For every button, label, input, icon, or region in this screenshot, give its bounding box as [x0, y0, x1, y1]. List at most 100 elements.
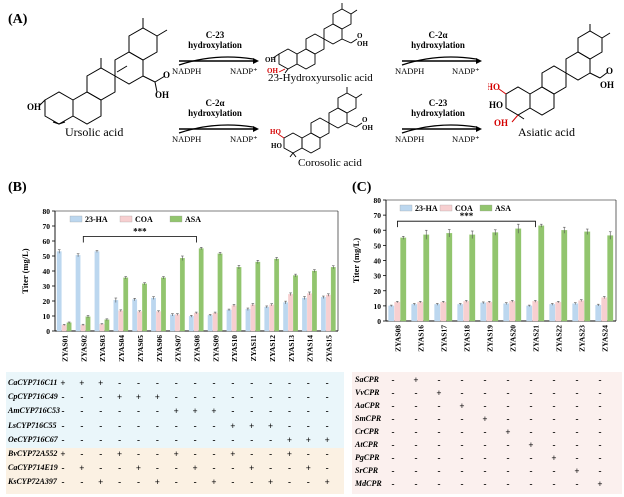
table-cell: - [193, 449, 197, 459]
bar-asa [198, 248, 204, 332]
table-cell: - [193, 420, 197, 431]
y-tick-label: 50 [374, 241, 382, 250]
table-cell: - [250, 378, 254, 388]
table-cell: - [287, 420, 291, 431]
bar-23-ha [480, 302, 487, 322]
x-tick-label: ZYAS05 [136, 335, 145, 362]
table-cell: + [305, 463, 311, 474]
table-cell: + [60, 449, 66, 459]
table-cell: - [250, 406, 254, 417]
table-cell: - [437, 401, 441, 411]
bar-coa [325, 294, 331, 332]
y-tick-label: 70 [374, 211, 382, 220]
table-cell: - [155, 378, 159, 388]
row-label: SmCPR [355, 414, 382, 423]
table-cell: - [506, 388, 510, 398]
o-label: O [362, 116, 368, 124]
table-cell: - [460, 414, 464, 424]
bar-asa [515, 228, 522, 322]
legend-swatch [399, 204, 413, 212]
table-cell: - [506, 375, 510, 385]
cofactor-nadph: NADPH [395, 66, 425, 76]
y-tick-label: 20 [374, 287, 382, 296]
bar-asa [161, 277, 166, 332]
bar-asa [584, 231, 591, 322]
x-tick-label: ZYAS02 [79, 335, 88, 362]
x-tick-label: ZYAS12 [268, 335, 277, 362]
table-b-background [6, 372, 344, 494]
reaction-bottom-right: C-23 hydroxylation [398, 98, 478, 118]
table-cell: - [529, 375, 533, 385]
table-cell: - [437, 466, 441, 476]
reaction-bottom-left: C-2α hydroxylation [175, 98, 255, 118]
bar-asa [66, 322, 72, 332]
table-cell: - [212, 463, 216, 474]
table-cell: - [552, 466, 556, 476]
table-cell: - [460, 375, 464, 385]
legend-swatch [69, 215, 83, 223]
oh-label: OH [155, 90, 169, 100]
bar-23-ha [245, 309, 251, 332]
y-tick-label: 30 [374, 272, 382, 281]
row-label: LsCYP716C55 [8, 420, 57, 430]
table-cell: - [460, 453, 464, 463]
table-cell: - [80, 434, 84, 445]
table-cell: - [118, 477, 122, 488]
table-cell: - [483, 388, 487, 398]
table-cell: - [506, 401, 510, 411]
table-row: AtCPR - - - - - - + - - - [355, 440, 620, 450]
legend-swatch [169, 215, 183, 223]
table-cell: - [61, 477, 65, 488]
table-cell: - [155, 449, 159, 459]
bar-asa [607, 235, 614, 322]
reaction-arrow-3 [401, 56, 482, 66]
o-label: O [357, 32, 363, 40]
table-cell: - [598, 414, 602, 424]
table-cell: - [80, 420, 84, 431]
table-cell: - [80, 477, 84, 488]
table-cell: - [483, 466, 487, 476]
legend-label: ASA [495, 204, 511, 213]
bar-23-ha [411, 304, 418, 322]
table-cell: - [136, 477, 140, 488]
cofactor-nadp: NADP⁺ [452, 134, 480, 144]
table-cell: + [528, 440, 534, 450]
table-cell: + [459, 401, 465, 411]
bar-coa [231, 305, 237, 332]
table-cell: - [250, 392, 254, 403]
reaction-line2: hydroxylation [188, 40, 242, 50]
table-row: SmCPR - - - - + - - - - - [355, 414, 620, 424]
table-cell: + [574, 466, 580, 476]
table-cell: + [60, 378, 66, 388]
bar-coa [578, 300, 585, 322]
o-label: O [163, 70, 170, 80]
y-tick-label: 50 [43, 252, 51, 261]
bar-23-ha [207, 315, 213, 332]
bar-asa [274, 258, 280, 332]
table-row: SrCPR - - - - - - - - + - [355, 466, 620, 476]
oh-label: OH [265, 56, 276, 64]
table-cell: - [483, 453, 487, 463]
table-cell: - [212, 392, 216, 403]
table-cell: - [552, 388, 556, 398]
oh-label: OH [362, 124, 373, 132]
table-cell: - [269, 378, 273, 388]
table-cell: - [287, 406, 291, 417]
table-cell: - [118, 434, 122, 445]
legend-swatch [479, 204, 493, 212]
table-cell: - [414, 479, 418, 489]
bar-asa [446, 233, 453, 322]
table-cell: - [391, 453, 395, 463]
legend-label: ASA [185, 215, 201, 224]
x-tick-label: ZYAS18 [463, 325, 472, 352]
legend-label: COA [135, 215, 153, 224]
table-row: CaCYP716C11 + + + - - - - - - - - - - - - [8, 378, 344, 388]
table-cell: - [118, 463, 122, 474]
table-row: LsCYP716C55- - - - - - - - - + + + - - - [8, 421, 344, 431]
y-axis-label: Titer (mg/L) [351, 238, 361, 283]
table-cell: - [231, 463, 235, 474]
bar-coa [509, 301, 516, 322]
compound-hydroxyursolic-acid: 23-Hydroxyursolic acid [268, 72, 373, 84]
table-cell: - [460, 388, 464, 398]
table-cell: - [269, 392, 273, 403]
